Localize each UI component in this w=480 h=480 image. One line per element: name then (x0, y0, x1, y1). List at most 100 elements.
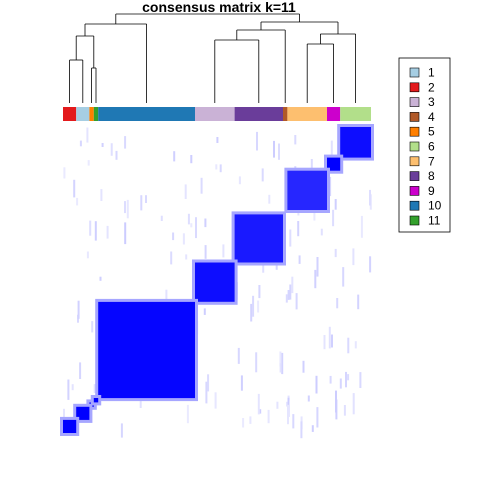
heatmap-cell-noise (352, 248, 355, 266)
heatmap-cell-noise (184, 184, 187, 199)
heatmap-cell-noise (278, 143, 280, 160)
heatmap-cell-noise (207, 374, 210, 392)
heatmap-cell-noise (360, 215, 363, 238)
heatmap-cell-noise (249, 416, 252, 424)
heatmap-cell-noise (354, 341, 357, 349)
heatmap-cell-noise (124, 201, 126, 214)
heatmap-cell-noise (190, 155, 193, 164)
heatmap-cell-noise (242, 418, 245, 428)
heatmap-block-9 (327, 157, 341, 171)
heatmap-cell-noise (369, 189, 371, 206)
heatmap-cell-noise (124, 136, 127, 149)
heatmap-block-11 (93, 398, 99, 403)
legend-swatch-2 (409, 82, 420, 93)
heatmap-cell-noise (320, 228, 323, 236)
class-bar-segment-2 (63, 107, 77, 121)
legend-swatch-4 (409, 112, 420, 122)
heatmap-cell-noise (71, 384, 74, 391)
heatmap-cell-noise (343, 405, 346, 416)
heatmap-cell-noise (240, 375, 243, 391)
heatmap-cell-noise (165, 289, 168, 305)
heatmap-cell-noise (297, 211, 300, 216)
class-bar-segment-10 (98, 107, 195, 121)
heatmap-cell-noise (195, 217, 197, 239)
heatmap-cell-noise (311, 425, 314, 432)
heatmap-cell-noise (170, 251, 173, 265)
legend-label-7: 7 (428, 154, 435, 168)
heatmap-cell-noise (185, 254, 188, 260)
heatmap-block-7 (287, 170, 327, 210)
heatmap-cell-noise (238, 176, 241, 185)
heatmap-cell-noise (336, 298, 339, 309)
legend-label-9: 9 (428, 184, 435, 198)
heatmap-cell-noise (87, 160, 90, 166)
heatmap-cell-noise (145, 195, 147, 203)
heatmap-cell-noise (204, 218, 207, 228)
heatmap-cell-noise (219, 164, 222, 173)
heatmap-cell-noise (99, 276, 102, 281)
legend-label-2: 2 (428, 80, 435, 94)
heatmap-cell-noise (347, 337, 350, 354)
heatmap-cell-noise (215, 164, 218, 170)
heatmap-cell-noise (329, 375, 332, 384)
heatmap-cell-noise (106, 225, 109, 239)
heatmap-cell-noise (276, 401, 279, 409)
heatmap-cell-noise (285, 294, 288, 303)
class-bar-segment-1 (76, 107, 90, 121)
class-bar-segment-6 (340, 107, 371, 121)
heatmap-cell-noise (73, 179, 76, 198)
class-bar-segment-9 (327, 107, 341, 121)
heatmap-cell-noise (281, 352, 284, 375)
heatmap-cell-noise (345, 371, 347, 388)
heatmap-cell-noise (86, 127, 89, 143)
heatmap-cell-noise (91, 321, 94, 333)
legend-swatch-9 (409, 186, 420, 196)
heatmap-cell-noise (67, 379, 70, 400)
heatmap-cell-noise (256, 131, 258, 151)
class-bar-segment-8 (234, 107, 283, 121)
heatmap-cell-noise (335, 390, 337, 413)
heatmap-cell-noise (262, 258, 265, 273)
heatmap-cell-noise (330, 140, 333, 159)
heatmap-cell-noise (101, 143, 104, 147)
heatmap-block-8 (234, 214, 283, 263)
heatmap-cell-noise (120, 423, 123, 438)
heatmap-block-6 (340, 127, 371, 158)
legend-label-4: 4 (428, 110, 435, 124)
heatmap-cell-noise (297, 221, 300, 237)
heatmap-cell-noise (76, 197, 79, 206)
legend-label-8: 8 (428, 169, 435, 183)
heatmap-cell-noise (332, 209, 335, 227)
heatmap-cell-noise (86, 251, 89, 259)
heatmap-cell-noise (203, 308, 206, 315)
legend-swatch-6 (409, 141, 420, 152)
heatmap-cell-noise (204, 245, 207, 259)
heatmap-cell-noise (89, 220, 92, 236)
legend-swatch-8 (409, 171, 420, 181)
heatmap-cell-noise (79, 362, 82, 379)
heatmap-cell-noise (126, 199, 129, 219)
class-bar-segment-4 (283, 107, 288, 121)
heatmap-cell-noise (347, 374, 350, 381)
heatmap-block-3 (195, 262, 235, 302)
heatmap-cell-noise (216, 137, 219, 143)
legend-swatch-5 (409, 126, 420, 137)
legend-swatch-1 (409, 67, 420, 78)
heatmap-cell-noise (63, 408, 65, 418)
heatmap-cell-noise (307, 395, 310, 402)
class-bar-segment-5 (89, 107, 94, 121)
heatmap-cells (60, 124, 374, 439)
heatmap-block-10 (98, 301, 195, 399)
heatmap-cell-noise (261, 168, 264, 182)
legend-swatch-7 (409, 156, 420, 167)
heatmap-cell-noise (273, 140, 275, 158)
heatmap-cell-noise (258, 285, 261, 299)
heatmap-cell-noise (252, 295, 255, 317)
legend-swatch-11 (409, 215, 420, 226)
heatmap-cell-noise (187, 213, 190, 225)
heatmap-cell-noise (279, 351, 282, 367)
heatmap-cell-noise (328, 326, 331, 349)
heatmap-cell-noise (331, 334, 333, 348)
legend-label-6: 6 (428, 140, 435, 154)
